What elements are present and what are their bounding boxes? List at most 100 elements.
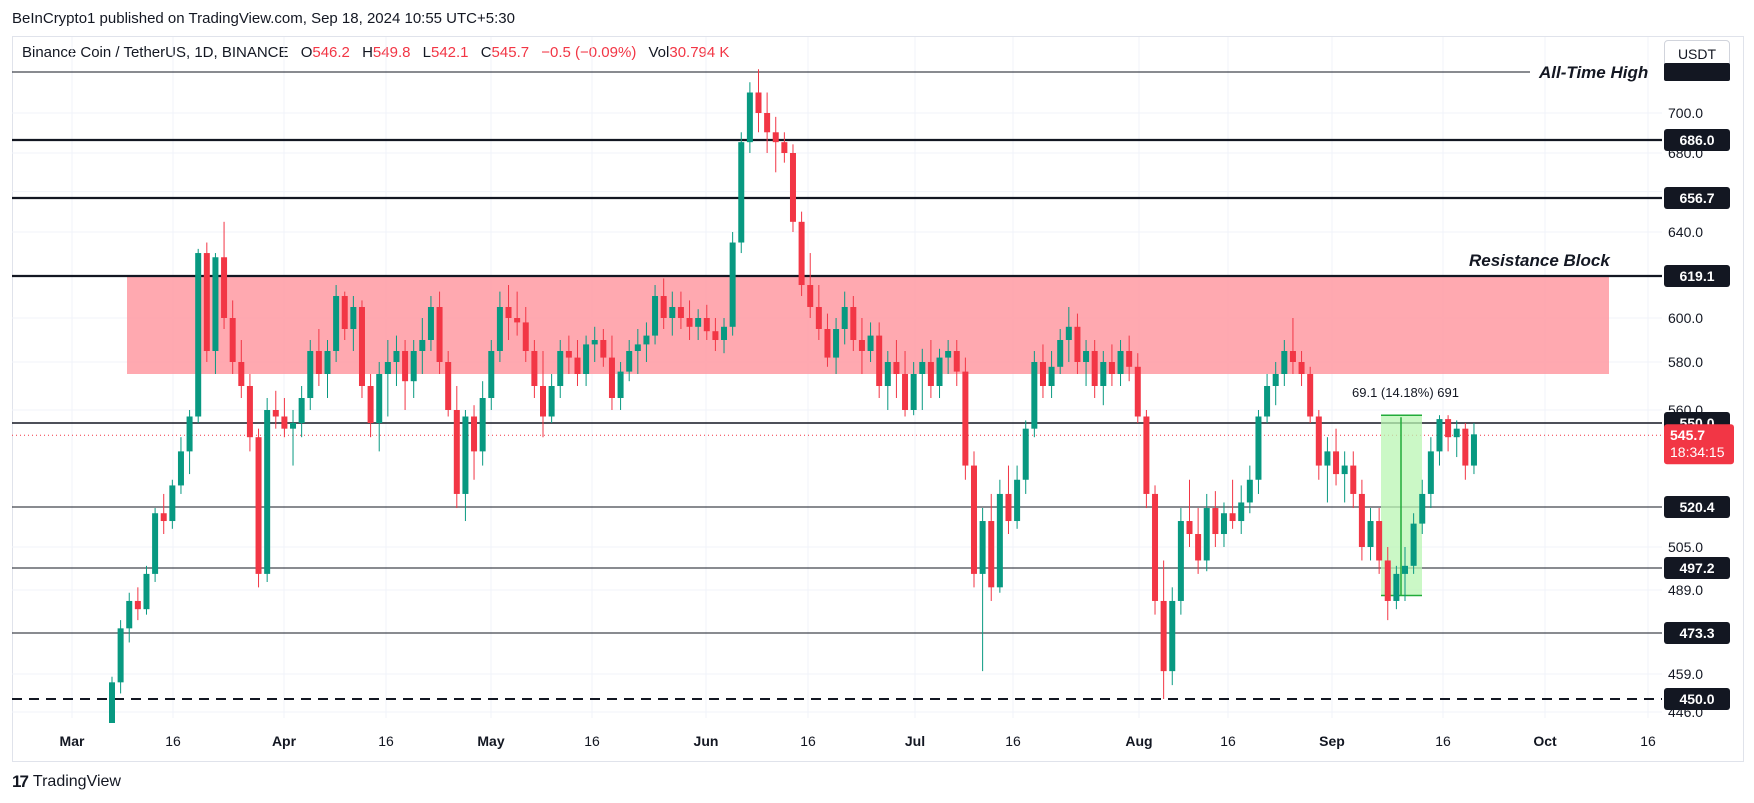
candle-body (721, 326, 728, 340)
candle (324, 340, 331, 398)
candle-body (755, 92, 762, 113)
level-tag-label: 619.1 (1679, 268, 1714, 284)
candle-body (402, 351, 409, 382)
candle-body (634, 344, 641, 351)
candle (1419, 479, 1426, 535)
candle (833, 318, 840, 374)
candle-body (117, 628, 124, 683)
candle (1212, 491, 1219, 547)
candle (677, 291, 684, 329)
candle-body (505, 307, 512, 318)
time-tick: 16 (1005, 733, 1021, 749)
candle (1039, 344, 1046, 398)
candle (436, 291, 443, 374)
price-tick: 459.0 (1668, 666, 1703, 682)
candle-body (1065, 326, 1072, 340)
candle (341, 291, 348, 340)
candle (419, 318, 426, 374)
level-tag-label: 520.4 (1679, 499, 1714, 515)
candle-body (143, 573, 150, 610)
candle (1272, 362, 1279, 406)
candle-body (686, 318, 693, 327)
level-tag-label: 473.3 (1679, 625, 1714, 641)
candle-body (1315, 416, 1322, 466)
candle (126, 592, 133, 643)
candle (1470, 423, 1477, 475)
candle-body (729, 242, 736, 327)
candle-body (1272, 374, 1279, 386)
candle (333, 285, 340, 362)
candle-body (1402, 565, 1408, 574)
candle-body (1307, 374, 1314, 417)
tradingview-logo-icon: 17 (12, 772, 29, 791)
candle-body (1083, 351, 1090, 362)
time-tick: Aug (1125, 733, 1152, 749)
price-axis[interactable]: 700.0680.0660.0640.0600.0580.0560.0505.0… (1664, 63, 1734, 720)
level-tag-label: 497.2 (1679, 560, 1714, 576)
chart-frame (12, 36, 1744, 762)
candle (574, 340, 581, 386)
candle (384, 340, 391, 417)
candle (1427, 437, 1434, 509)
candle (1134, 353, 1141, 423)
candle-body (358, 307, 365, 386)
candle (600, 329, 607, 367)
candle-body (1436, 419, 1443, 452)
candle-body (160, 513, 167, 522)
candle (919, 348, 926, 410)
candle (1160, 560, 1167, 699)
candle-body (307, 351, 314, 398)
candle-body (522, 322, 529, 351)
candle-body (858, 340, 865, 351)
candle (1057, 329, 1064, 374)
candle (1220, 502, 1227, 547)
candle-body (565, 351, 572, 358)
candle (1264, 374, 1271, 423)
candle (488, 340, 495, 410)
candle-body (1238, 502, 1245, 522)
candle-body (1393, 573, 1400, 601)
candle (264, 398, 271, 582)
candle (1169, 587, 1176, 686)
measure-label: 69.1 (14.18%) 691 (1352, 385, 1459, 400)
candle (755, 69, 762, 133)
candle-body (669, 307, 676, 318)
time-tick: Jul (905, 733, 925, 749)
candle-body (902, 374, 909, 410)
candle-body (876, 335, 883, 386)
ath-annotation: All-Time High (1538, 63, 1648, 82)
candle-body (893, 362, 900, 374)
candle-body (514, 318, 521, 323)
time-tick: 16 (800, 733, 816, 749)
candle (298, 386, 305, 438)
candle (1091, 340, 1098, 398)
candle (772, 116, 779, 173)
candle-body (1177, 521, 1184, 601)
close-value: 545.7 (491, 44, 530, 61)
price-tick: 700.0 (1668, 105, 1703, 121)
candle (807, 253, 814, 318)
candle (652, 285, 659, 345)
candle (1315, 410, 1322, 480)
candle (203, 242, 210, 362)
candles (109, 69, 1477, 723)
candle-body (1169, 600, 1176, 672)
time-axis[interactable]: Mar 16 Apr 16 May 16 Jun 16 Jul 16 Aug 16 Sep 16 Oct 16 (60, 733, 1656, 749)
candle (307, 340, 314, 410)
candle (367, 374, 374, 438)
candle (565, 335, 572, 374)
candle-body (927, 362, 934, 386)
candle (402, 340, 409, 410)
candle (221, 221, 228, 329)
candle-body (212, 257, 219, 351)
candle (1117, 340, 1124, 386)
candle-body (255, 437, 262, 574)
candle-body (1031, 362, 1038, 429)
candle (1350, 451, 1357, 509)
level-tag-label: 450.0 (1679, 691, 1714, 707)
level-tag (1664, 187, 1730, 209)
candle-body (971, 465, 977, 574)
candle-body (169, 485, 176, 522)
candle-body (281, 416, 288, 429)
